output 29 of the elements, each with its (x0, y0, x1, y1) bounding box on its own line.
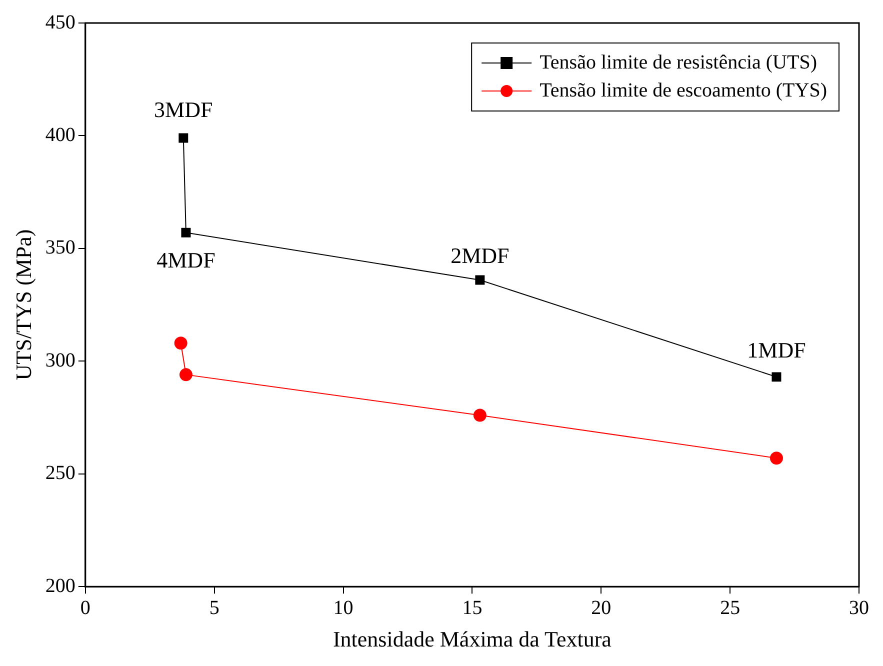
point (473, 408, 486, 422)
x-tick-label: 15 (462, 596, 482, 619)
y-tick-label: 200 (45, 574, 76, 597)
x-tick-label: 20 (591, 596, 612, 619)
annotation: 3MDF (154, 96, 213, 122)
point (770, 452, 783, 465)
x-tick-label: 30 (849, 596, 869, 619)
point (174, 336, 188, 350)
y-axis-title: UTS/TYS (MPa) (10, 229, 36, 380)
x-tick-label: 10 (333, 596, 354, 619)
y-tick-label: 300 (45, 349, 76, 372)
annotation: 4MDF (156, 247, 216, 272)
point (772, 372, 782, 382)
y-tick-label: 400 (45, 124, 76, 146)
annotation: 2MDF (450, 242, 510, 268)
x-tick-label: 5 (209, 596, 220, 619)
x-tick-label: 0 (80, 596, 90, 619)
x-axis-title: Intensidade Máxima da Textura (332, 626, 612, 652)
point (179, 368, 192, 382)
point (178, 133, 188, 143)
x-tick-label: 25 (720, 596, 740, 619)
y-tick-label: 350 (45, 236, 76, 259)
y-tick-label: 250 (45, 462, 76, 484)
point (181, 228, 191, 238)
legend-label: Tensão limite de escoamento (TYS) (540, 79, 828, 102)
legend-label: Tensão limite de resistência (UTS) (540, 51, 818, 74)
y-tick-label: 450 (45, 11, 76, 34)
annotation: 1MDF (747, 338, 806, 363)
point (475, 275, 485, 285)
